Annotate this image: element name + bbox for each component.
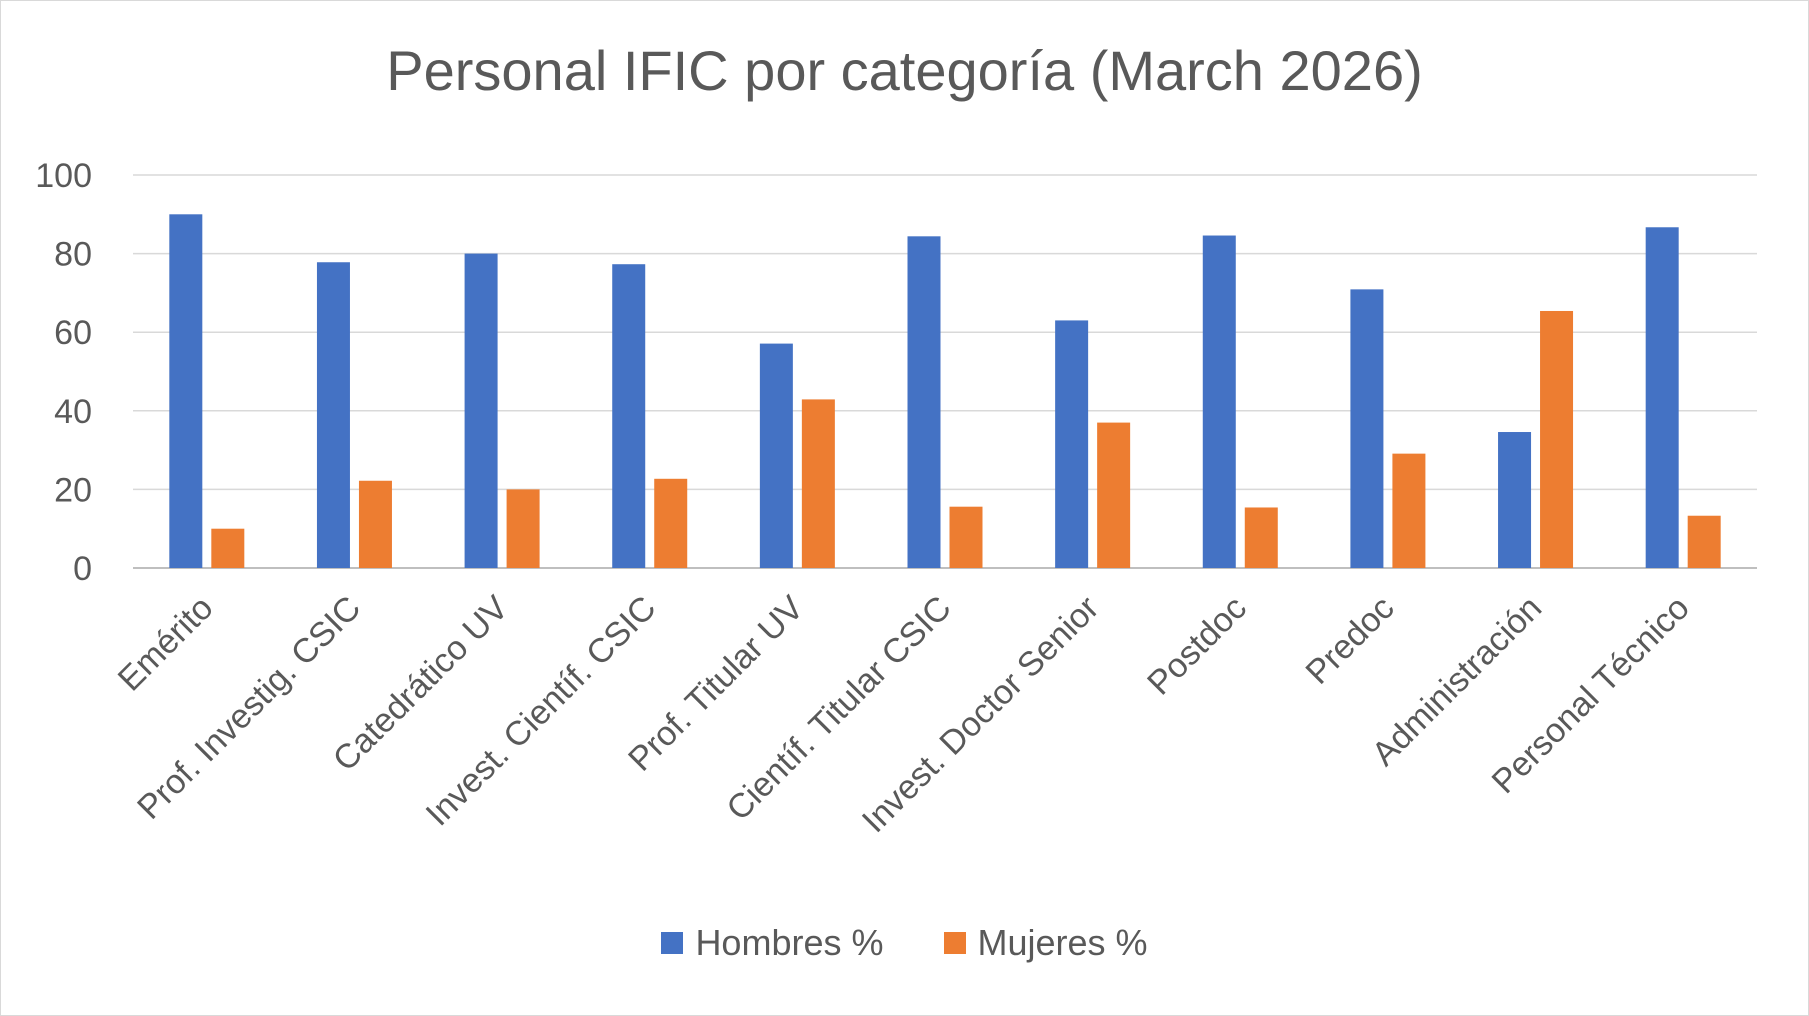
bar-mujeres-5: [949, 506, 983, 568]
bar-mujeres-8: [1392, 453, 1426, 568]
bar-hombres-7: [1202, 235, 1236, 568]
legend-label-hombres: Hombres %: [695, 922, 884, 963]
legend-item-mujeres: Mujeres %: [943, 922, 1148, 964]
y-tick-label: 80: [54, 236, 92, 274]
y-tick-label: 0: [73, 550, 92, 588]
bar-hombres-5: [907, 236, 941, 569]
bar-mujeres-0: [211, 528, 245, 568]
chart-legend: Hombres % Mujeres %: [0, 922, 1809, 964]
bar-hombres-1: [316, 262, 350, 568]
y-tick-label: 40: [54, 393, 92, 431]
bar-hombres-9: [1498, 432, 1532, 568]
bar-hombres-3: [612, 264, 646, 568]
bar-mujeres-4: [801, 399, 835, 568]
x-tick-label: Emérito: [111, 589, 221, 699]
bar-mujeres-1: [358, 480, 392, 568]
bar-mujeres-9: [1540, 310, 1574, 568]
bar-hombres-2: [464, 253, 498, 568]
bar-mujeres-6: [1097, 422, 1131, 568]
legend-swatch-hombres: [661, 932, 684, 954]
bar-hombres-4: [759, 343, 793, 568]
legend-swatch-mujeres: [943, 932, 966, 954]
y-tick-label: 100: [35, 157, 92, 195]
legend-item-hombres: Hombres %: [661, 922, 884, 964]
x-tick-label: Invest. Doctor Senior: [855, 589, 1106, 840]
bar-mujeres-7: [1244, 507, 1278, 568]
bar-mujeres-2: [506, 489, 540, 568]
x-tick-label: Postdoc: [1140, 589, 1254, 703]
y-tick-label: 20: [54, 471, 92, 509]
y-tick-label: 60: [54, 314, 92, 352]
bar-hombres-0: [169, 214, 203, 569]
legend-label-mujeres: Mujeres %: [977, 922, 1148, 963]
bar-hombres-8: [1350, 289, 1384, 568]
x-tick-label: Predoc: [1299, 589, 1402, 692]
bar-mujeres-10: [1687, 515, 1721, 568]
bar-hombres-10: [1645, 227, 1679, 569]
bar-mujeres-3: [654, 478, 688, 568]
bar-hombres-6: [1055, 320, 1089, 568]
chart-title: Personal IFIC por categoría (March 2026): [386, 39, 1423, 102]
